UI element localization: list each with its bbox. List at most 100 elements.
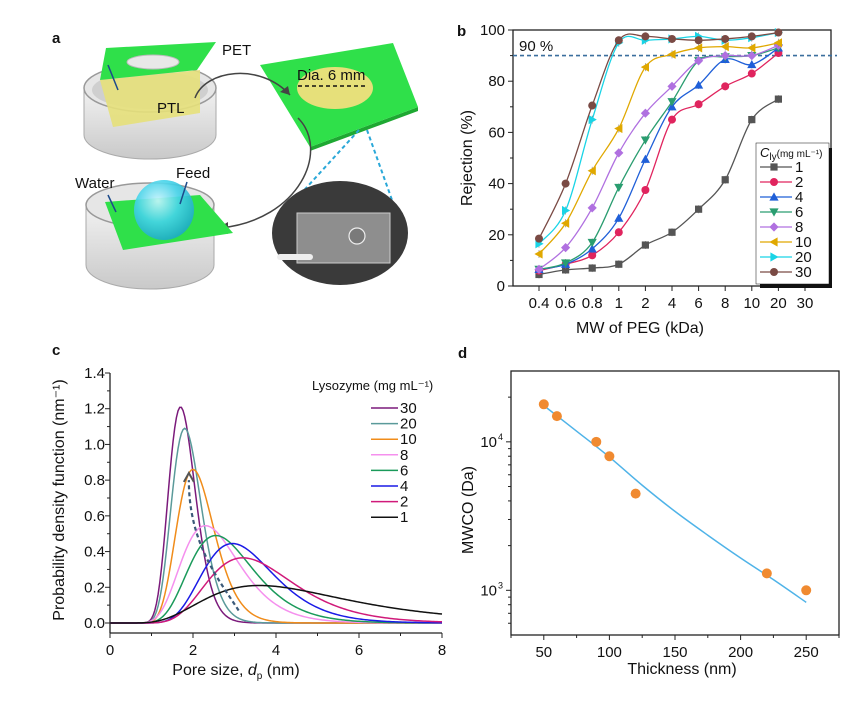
data-point: [604, 451, 615, 462]
x-tick-label: 4: [272, 642, 280, 659]
data-point: [561, 243, 571, 253]
legend-label: 10: [400, 431, 417, 448]
y-axis-title: MWCO (Da): [460, 466, 477, 554]
legend-label: 1: [400, 509, 408, 526]
legend-label: 6: [795, 204, 803, 221]
series-2: [535, 49, 783, 275]
data-point: [587, 166, 596, 176]
plot-frame: [510, 370, 840, 636]
data-point: [534, 264, 544, 274]
data-point: [667, 98, 677, 107]
arrow-head-icon: [182, 470, 195, 483]
data-point: [588, 115, 597, 125]
x-tick-label: 0: [106, 642, 114, 659]
data-point: [720, 51, 730, 61]
y-tick-label: 1.0: [84, 436, 105, 453]
x-tick-label: 200: [728, 644, 753, 661]
data-point: [641, 32, 650, 41]
y-axis-title: Probability density function (nm⁻¹): [51, 379, 68, 620]
data-point: [614, 123, 623, 134]
data-point: [538, 399, 549, 410]
x-axis-title: Pore size, dp (nm): [172, 662, 299, 682]
y-axis-title: Rejection (%): [459, 110, 476, 206]
y-tick-label: 0: [497, 278, 505, 295]
data-point: [614, 183, 624, 193]
x-tick-label: 30: [797, 295, 814, 312]
data-point: [587, 244, 597, 253]
series-2-curve: [110, 557, 443, 624]
data-point: [588, 101, 597, 110]
curved-arrow-icon: [194, 72, 291, 99]
data-point: [721, 34, 730, 43]
panel-b-rejection-chart: MW of PEG (kDa) Rejection (%) 90 % 02040…: [459, 22, 837, 337]
y-tick-label: 10: [480, 582, 497, 599]
data-point: [615, 260, 623, 268]
data-point: [747, 51, 757, 61]
x-tick-label: 0.4: [529, 295, 550, 312]
y-tick-label: 100: [480, 22, 505, 39]
legend-label: 4: [795, 189, 803, 206]
data-point: [721, 176, 729, 184]
data-point: [551, 411, 562, 422]
series-line: [538, 31, 779, 245]
data-point: [562, 266, 570, 274]
panel-a-illustration: PET PTL Dia. 6 mm Water Feed: [75, 42, 418, 290]
legend-label: 4: [400, 478, 408, 495]
data-point: [694, 56, 704, 66]
data-point: [588, 264, 596, 272]
data-point: [694, 100, 703, 109]
arrow-icon: [107, 64, 119, 91]
legend-label: 20: [400, 416, 417, 433]
data-point: [534, 249, 543, 259]
x-axis-title: Thickness (nm): [627, 661, 736, 678]
data-point: [748, 116, 756, 124]
x-tick-label: 10: [743, 295, 760, 312]
data-point: [720, 42, 729, 52]
data-point: [721, 82, 730, 91]
legend-label: 10: [795, 234, 812, 251]
legend-label: 6: [400, 462, 408, 479]
panel-label-c: c: [52, 342, 60, 359]
data-point: [614, 148, 624, 158]
series-line: [538, 47, 779, 270]
data-point: [630, 488, 641, 499]
legend-label: 2: [400, 494, 408, 511]
panel-label-b: b: [457, 23, 466, 40]
series-1: [535, 95, 782, 279]
data-point: [773, 38, 782, 48]
y-tick-label: 0.4: [84, 544, 105, 561]
data-point: [747, 32, 756, 41]
legend-label: 8: [795, 219, 803, 236]
x-axis-title: MW of PEG (kDa): [576, 320, 704, 337]
series-line: [538, 98, 779, 276]
tick-exponent: 3: [498, 580, 503, 590]
feed-droplet: [134, 180, 194, 240]
data-point: [747, 59, 757, 69]
data-point: [667, 81, 677, 91]
series-line: [538, 42, 779, 255]
series-1-curve: [110, 584, 443, 624]
y-tick-label: 60: [488, 124, 505, 141]
data-point: [694, 80, 704, 89]
x-tick-label: 8: [721, 295, 729, 312]
x-tick-label: 1: [615, 295, 623, 312]
data-point: [614, 36, 623, 45]
legend-marker: [770, 252, 779, 262]
tick-base: 10: [480, 582, 497, 599]
legend-label: 30: [795, 264, 812, 281]
data-point: [535, 234, 543, 243]
label-pet: PET: [222, 42, 251, 59]
x-tick-label: 100: [597, 644, 622, 661]
legend-marker: [769, 237, 778, 247]
y-tick-label: 10: [480, 434, 497, 451]
legend-marker: [770, 178, 778, 186]
data-point: [668, 34, 676, 43]
data-point: [641, 241, 649, 249]
data-point: [587, 238, 597, 248]
data-point: [668, 228, 676, 236]
data-point: [588, 251, 597, 260]
data-point: [614, 228, 623, 237]
label-diameter: Dia. 6 mm: [297, 67, 365, 84]
data-point: [761, 568, 772, 579]
